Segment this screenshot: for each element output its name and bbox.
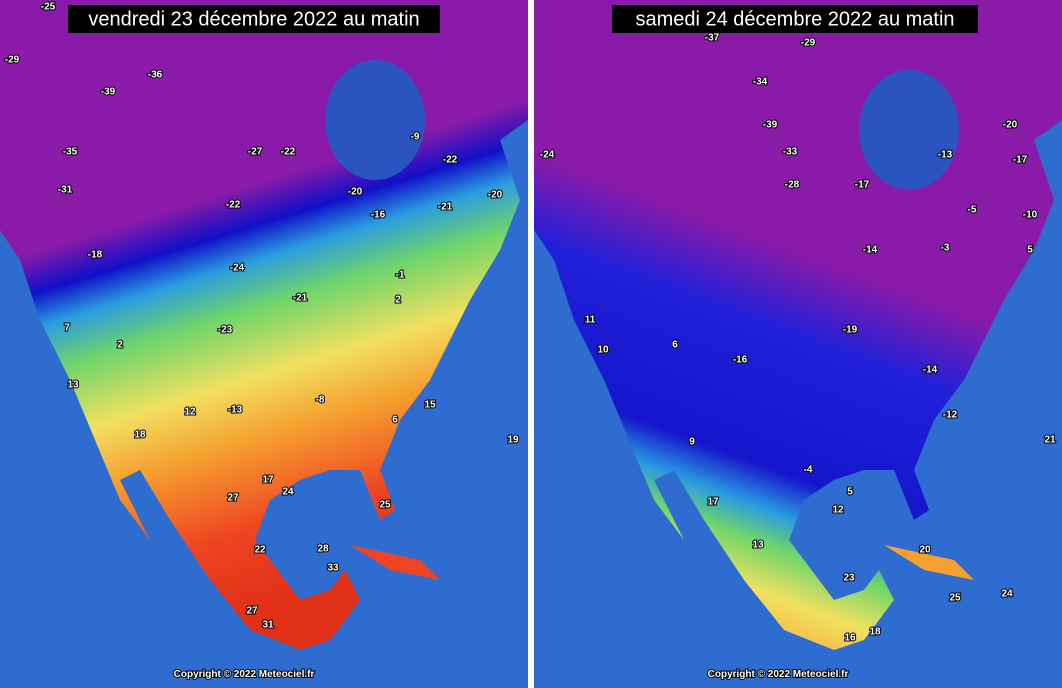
temperature-label: -10 bbox=[1023, 210, 1038, 221]
panel-1 bbox=[0, 0, 528, 688]
temperature-label: 22 bbox=[254, 545, 266, 556]
temperature-label: -12 bbox=[943, 410, 958, 421]
temperature-label: 10 bbox=[597, 345, 609, 356]
map-title: vendredi 23 décembre 2022 au matin bbox=[88, 8, 419, 30]
temperature-label: 5 bbox=[847, 487, 853, 498]
temperature-label: -20 bbox=[488, 190, 503, 201]
temperature-label: -22 bbox=[226, 200, 241, 211]
temperature-label: -22 bbox=[281, 147, 296, 158]
temperature-label: -14 bbox=[923, 365, 938, 376]
temperature-label: 27 bbox=[246, 606, 258, 617]
temperature-label: -22 bbox=[443, 155, 458, 166]
temperature-label: 33 bbox=[327, 563, 339, 574]
temperature-label: -31 bbox=[58, 185, 73, 196]
temperature-label: 23 bbox=[843, 573, 855, 584]
temperature-label: 12 bbox=[832, 505, 844, 516]
temperature-label: -20 bbox=[348, 187, 363, 198]
temperature-label: -25 bbox=[41, 2, 56, 13]
temperature-label: 18 bbox=[134, 430, 146, 441]
temperature-label: -17 bbox=[1013, 155, 1028, 166]
temperature-label: -35 bbox=[63, 147, 78, 158]
temperature-label: -34 bbox=[753, 77, 768, 88]
temperature-label: 17 bbox=[707, 497, 719, 508]
temperature-label: -9 bbox=[411, 132, 420, 143]
temperature-label: -17 bbox=[855, 180, 870, 191]
temperature-label: -23 bbox=[218, 325, 233, 336]
temperature-label: 19 bbox=[507, 435, 519, 446]
temperature-label: 5 bbox=[1027, 245, 1033, 256]
temperature-label: 2 bbox=[117, 340, 123, 351]
temperature-label: -39 bbox=[763, 120, 778, 131]
temperature-label: -28 bbox=[785, 180, 800, 191]
temperature-label: 27 bbox=[227, 493, 239, 504]
copyright: Copyright © 2022 Meteociel.fr bbox=[174, 669, 315, 680]
temperature-label: 25 bbox=[949, 593, 961, 604]
temperature-label: 7 bbox=[64, 323, 70, 334]
temperature-label: 17 bbox=[262, 475, 274, 486]
temperature-label: -16 bbox=[371, 210, 386, 221]
temperature-label: -5 bbox=[968, 205, 977, 216]
temperature-label: 18 bbox=[869, 627, 881, 638]
temperature-label: 20 bbox=[919, 545, 931, 556]
temperature-label: -33 bbox=[783, 147, 798, 158]
temperature-label: 2 bbox=[395, 295, 401, 306]
temperature-label: -24 bbox=[230, 263, 245, 274]
temperature-label: 24 bbox=[282, 487, 294, 498]
temperature-label: 16 bbox=[844, 633, 856, 644]
temperature-label: 24 bbox=[1001, 589, 1013, 600]
temperature-label: -14 bbox=[863, 245, 878, 256]
temperature-label: -37 bbox=[705, 33, 720, 44]
temperature-label: -19 bbox=[843, 325, 858, 336]
temperature-label: -13 bbox=[228, 405, 243, 416]
panel-2 bbox=[534, 0, 1062, 688]
temperature-label: -39 bbox=[101, 87, 116, 98]
temperature-label: -21 bbox=[293, 293, 308, 304]
temperature-label: -29 bbox=[801, 38, 816, 49]
temperature-label: -4 bbox=[804, 465, 813, 476]
temperature-label: 25 bbox=[379, 500, 391, 511]
temperature-label: 6 bbox=[672, 340, 678, 351]
temperature-label: -21 bbox=[438, 202, 453, 213]
temperature-label: -3 bbox=[941, 243, 950, 254]
temperature-label: -20 bbox=[1003, 120, 1018, 131]
temperature-label: -1 bbox=[396, 270, 405, 281]
temperature-label: -18 bbox=[88, 250, 103, 261]
temperature-label: 12 bbox=[184, 407, 196, 418]
temperature-label: 6 bbox=[392, 415, 398, 426]
temperature-label: 13 bbox=[752, 540, 764, 551]
copyright: Copyright © 2022 Meteociel.fr bbox=[708, 669, 849, 680]
map-title: samedi 24 décembre 2022 au matin bbox=[635, 8, 954, 30]
temperature-label: -24 bbox=[540, 150, 555, 161]
temperature-label: 11 bbox=[585, 315, 596, 326]
temperature-label: 15 bbox=[424, 400, 436, 411]
temperature-label: 21 bbox=[1044, 435, 1056, 446]
temperature-label: -36 bbox=[148, 70, 163, 81]
temperature-label: -27 bbox=[248, 147, 263, 158]
temperature-label: -29 bbox=[5, 55, 20, 66]
temperature-label: 13 bbox=[67, 380, 79, 391]
temperature-label: -16 bbox=[733, 355, 748, 366]
temperature-label: 28 bbox=[317, 544, 329, 555]
temperature-label: 31 bbox=[262, 620, 274, 631]
temperature-label: -8 bbox=[316, 395, 325, 406]
temperature-label: -13 bbox=[938, 150, 953, 161]
temperature-label: 9 bbox=[689, 437, 695, 448]
